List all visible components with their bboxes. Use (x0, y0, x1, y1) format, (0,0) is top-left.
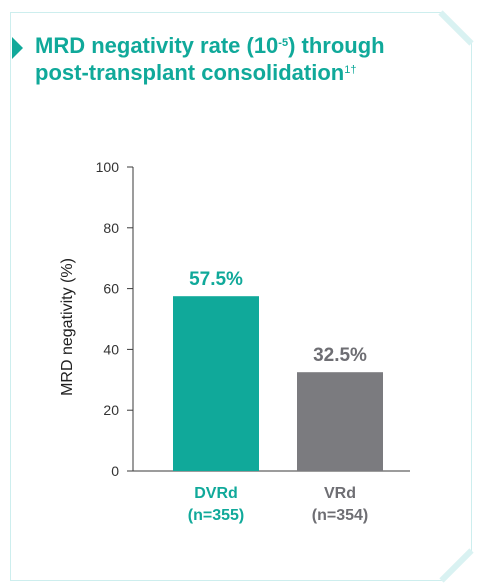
y-axis-label: MRD negativity (%) (59, 258, 76, 396)
title-arrow-icon (12, 37, 23, 59)
title-references: 1† (344, 64, 357, 76)
title-line1-prefix: MRD negativity rate (10 (35, 33, 279, 58)
bar-value-label: 57.5% (189, 269, 243, 290)
x-axis-labels: DVRd (n=355) VRd (n=354) (188, 485, 368, 524)
bar-value-label: 32.5% (313, 345, 367, 366)
x-category-label: DVRd (194, 485, 238, 502)
y-tick-label: 60 (103, 281, 119, 297)
chart-title: MRD negativity rate (10-5) through post-… (35, 32, 465, 86)
y-tick-label: 40 (103, 341, 119, 357)
y-tick-label: 20 (103, 402, 119, 418)
y-axis-ticks: 0 20 40 60 80 100 (96, 159, 133, 479)
card-corner-bottom-right (439, 548, 474, 583)
x-category-label: VRd (324, 485, 356, 502)
x-category-n-label: (n=354) (312, 507, 368, 524)
title-exponent: -5 (278, 37, 289, 49)
x-category-n-label: (n=355) (188, 507, 244, 524)
card-corner-top-right (438, 10, 474, 46)
y-tick-label: 80 (103, 220, 119, 236)
y-tick-label: 0 (111, 463, 119, 479)
title-line1-suffix: ) through (288, 33, 385, 58)
title-line2: post-transplant consolidation (35, 60, 345, 85)
bars: 57.5% 32.5% (173, 269, 383, 471)
y-tick-label: 100 (96, 159, 120, 175)
bar-vrd (297, 372, 383, 471)
bar-dvrd (173, 296, 259, 471)
